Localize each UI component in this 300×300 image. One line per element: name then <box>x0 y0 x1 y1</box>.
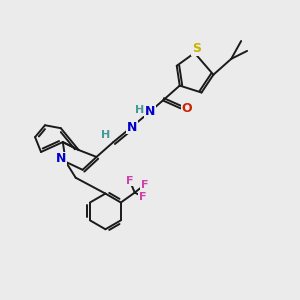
Text: F: F <box>126 176 134 186</box>
Text: N: N <box>127 121 137 134</box>
Text: F: F <box>139 192 146 202</box>
Text: S: S <box>192 42 201 56</box>
Text: N: N <box>56 152 66 165</box>
Text: O: O <box>181 102 192 115</box>
Text: H: H <box>101 130 110 140</box>
Text: H: H <box>136 105 145 116</box>
Text: N: N <box>145 105 155 118</box>
Text: F: F <box>141 180 148 190</box>
